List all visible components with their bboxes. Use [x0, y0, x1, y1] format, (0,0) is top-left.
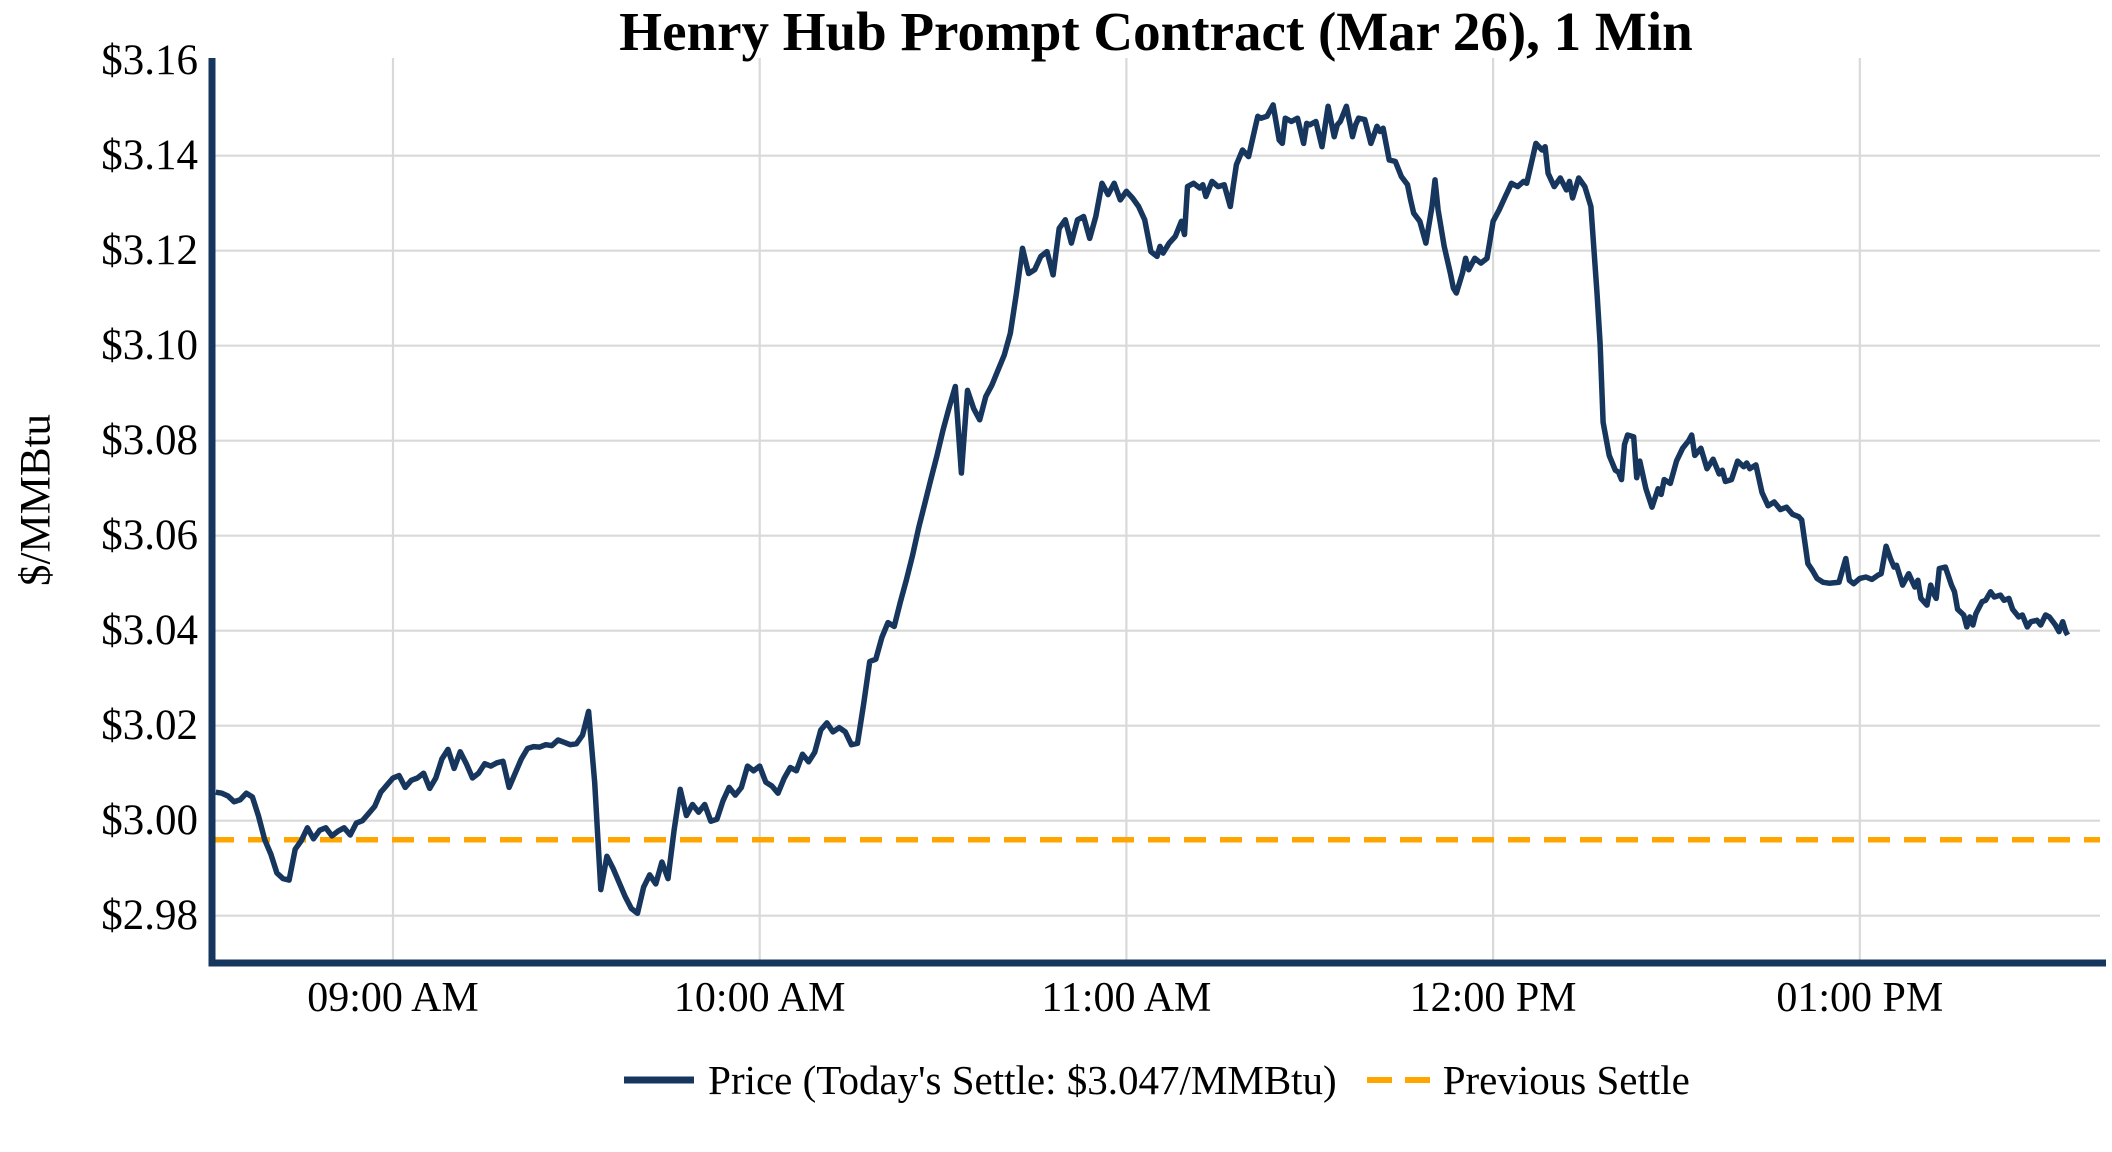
y-tick-label: $3.02 — [101, 701, 198, 749]
y-axis-spine — [208, 58, 216, 967]
y-tick-label: $3.16 — [101, 36, 198, 84]
x-tick-label: 10:00 AM — [673, 975, 846, 1021]
x-tick-label: 01:00 PM — [1776, 975, 1944, 1021]
y-tick-label: $3.10 — [101, 321, 198, 369]
legend-price-label: Price (Today's Settle: $3.047/MMBtu) — [708, 1057, 1337, 1103]
y-tick-label: $3.14 — [101, 131, 198, 179]
x-tick-label: 11:00 AM — [1041, 975, 1212, 1021]
y-tick-label: $3.06 — [101, 511, 198, 559]
x-tick-label: 09:00 AM — [307, 975, 479, 1021]
price-line-swatch — [624, 1076, 695, 1084]
legend: Price (Today's Settle: $3.047/MMBtu) Pre… — [212, 1056, 2100, 1104]
y-tick-label: $3.04 — [101, 606, 198, 654]
previous-settle-swatch — [1366, 1077, 1431, 1083]
y-tick-label: $3.00 — [101, 796, 198, 844]
y-tick-label: $3.08 — [101, 416, 198, 464]
chart-title: Henry Hub Prompt Contract (Mar 26), 1 Mi… — [619, 1, 1693, 62]
price-line-series — [215, 102, 2071, 917]
x-axis-spine — [208, 959, 2106, 967]
x-tick-label: 12:00 PM — [1409, 975, 1577, 1021]
y-tick-label: $2.98 — [101, 891, 198, 939]
legend-previous-settle-label: Previous Settle — [1442, 1057, 1690, 1103]
y-tick-label: $3.12 — [101, 226, 198, 274]
